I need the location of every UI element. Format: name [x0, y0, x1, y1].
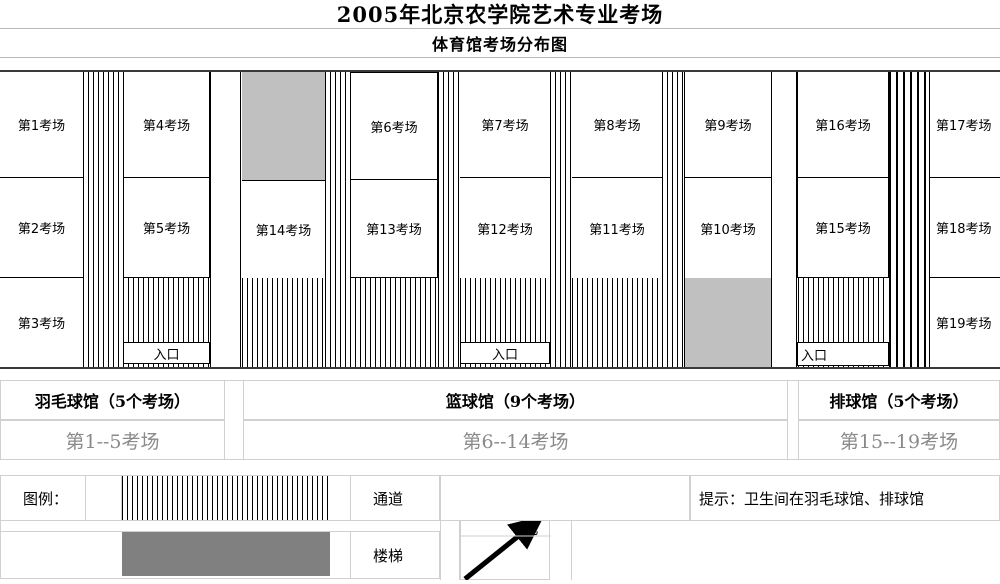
- venue-gap-2: [788, 380, 798, 460]
- room-19[interactable]: 第19考场: [929, 278, 1000, 367]
- corridor-h: [550, 72, 572, 367]
- title-divider-bottom: [0, 57, 1000, 58]
- hall-divider-3: [771, 72, 772, 367]
- legend-spacer-2: [0, 521, 122, 531]
- plan-top-border: [0, 70, 1000, 72]
- hall-edge-basketball-right: [684, 72, 685, 367]
- room-18[interactable]: 第18考场: [929, 178, 1000, 278]
- room-6[interactable]: 第6考场: [350, 72, 438, 180]
- stair-basketball-right: [685, 278, 771, 367]
- page-subtitle: 体育馆考场分布图: [431, 34, 568, 54]
- room-7[interactable]: 第7考场: [460, 72, 550, 178]
- page-title: 2005年北京农学院艺术专业考场: [336, 2, 664, 27]
- venue-header-volleyball: 排球馆（5个考场）: [798, 380, 1000, 420]
- room-14[interactable]: 第14考场: [242, 180, 325, 278]
- tip-text: 提示：卫生间在羽毛球馆、排球馆: [690, 475, 1000, 521]
- room-5[interactable]: 第5考场: [123, 178, 210, 278]
- venue-gap-1: [225, 380, 243, 460]
- legend-swatch-stair-cell: [122, 531, 350, 579]
- venue-rooms-volleyball: 第15--19考场: [798, 420, 1000, 460]
- legend-row1-filler: [440, 475, 690, 521]
- legend-spacer-1: [85, 475, 122, 521]
- room-3[interactable]: 第3考场: [0, 278, 83, 367]
- room-16[interactable]: 第16考场: [797, 72, 889, 178]
- entrance-2[interactable]: 入口: [460, 342, 550, 364]
- hall-divider-1: [210, 72, 211, 367]
- north-arrow-icon: [461, 515, 551, 581]
- room-13[interactable]: 第13考场: [350, 180, 438, 278]
- compass-cell: 北: [460, 515, 551, 581]
- compass-box: [440, 521, 460, 580]
- corridor-l: [889, 72, 929, 367]
- corridor-e: [350, 278, 438, 367]
- room-1[interactable]: 第1考场: [0, 72, 83, 178]
- legend-left-filler: [0, 531, 122, 579]
- entrance-1[interactable]: 入口: [123, 342, 210, 364]
- room-15[interactable]: 第15考场: [797, 178, 889, 278]
- corridor-j: [662, 72, 684, 367]
- stair-basketball-left: [242, 72, 325, 180]
- floor-plan: 第1考场 第2考场 第3考场 第4考场 第5考场 入口 第14考场 第6考场 第…: [0, 70, 1000, 369]
- title-divider-top: [0, 28, 1000, 29]
- legend-label-corridor: 通道: [350, 475, 440, 521]
- venue-rooms-badminton: 第1--5考场: [0, 420, 225, 460]
- corridor-d: [325, 72, 350, 367]
- plan-bottom-border: [0, 367, 1000, 369]
- venue-header-basketball: 篮球馆（9个考场）: [243, 380, 788, 420]
- legend-label-stair: 楼梯: [350, 531, 440, 579]
- corridor-a: [83, 72, 123, 367]
- corridor-c: [242, 278, 325, 367]
- room-8[interactable]: 第8考场: [572, 72, 662, 178]
- corridor-swatch: [122, 476, 330, 520]
- stair-swatch: [122, 532, 330, 576]
- legend-title: 图例：: [0, 475, 85, 521]
- north-label: 北: [525, 523, 539, 538]
- room-9[interactable]: 第9考场: [685, 72, 771, 178]
- legend-swatch-corridor-cell: [122, 475, 350, 521]
- hall-divider-2: [240, 72, 241, 367]
- hall-divider-4: [796, 72, 797, 367]
- venue-rooms-basketball: 第6--14考场: [243, 420, 788, 460]
- venue-header-badminton: 羽毛球馆（5个考场）: [0, 380, 225, 420]
- corridor-i: [572, 278, 662, 367]
- room-10[interactable]: 第10考场: [685, 178, 771, 278]
- room-2[interactable]: 第2考场: [0, 178, 83, 278]
- legend-band: 图例： 通道 提示：卫生间在羽毛球馆、排球馆 楼梯: [0, 470, 1000, 581]
- room-4[interactable]: 第4考场: [123, 72, 210, 178]
- entrance-3[interactable]: 入口: [797, 342, 889, 366]
- compass-right-gap: [550, 521, 572, 580]
- room-17[interactable]: 第17考场: [929, 72, 1000, 178]
- venue-label-band: 羽毛球馆（5个考场） 第1--5考场 篮球馆（9个考场） 第6--14考场 排球…: [0, 380, 1000, 460]
- corridor-f: [438, 72, 460, 367]
- room-12[interactable]: 第12考场: [460, 178, 550, 278]
- room-11[interactable]: 第11考场: [572, 178, 662, 278]
